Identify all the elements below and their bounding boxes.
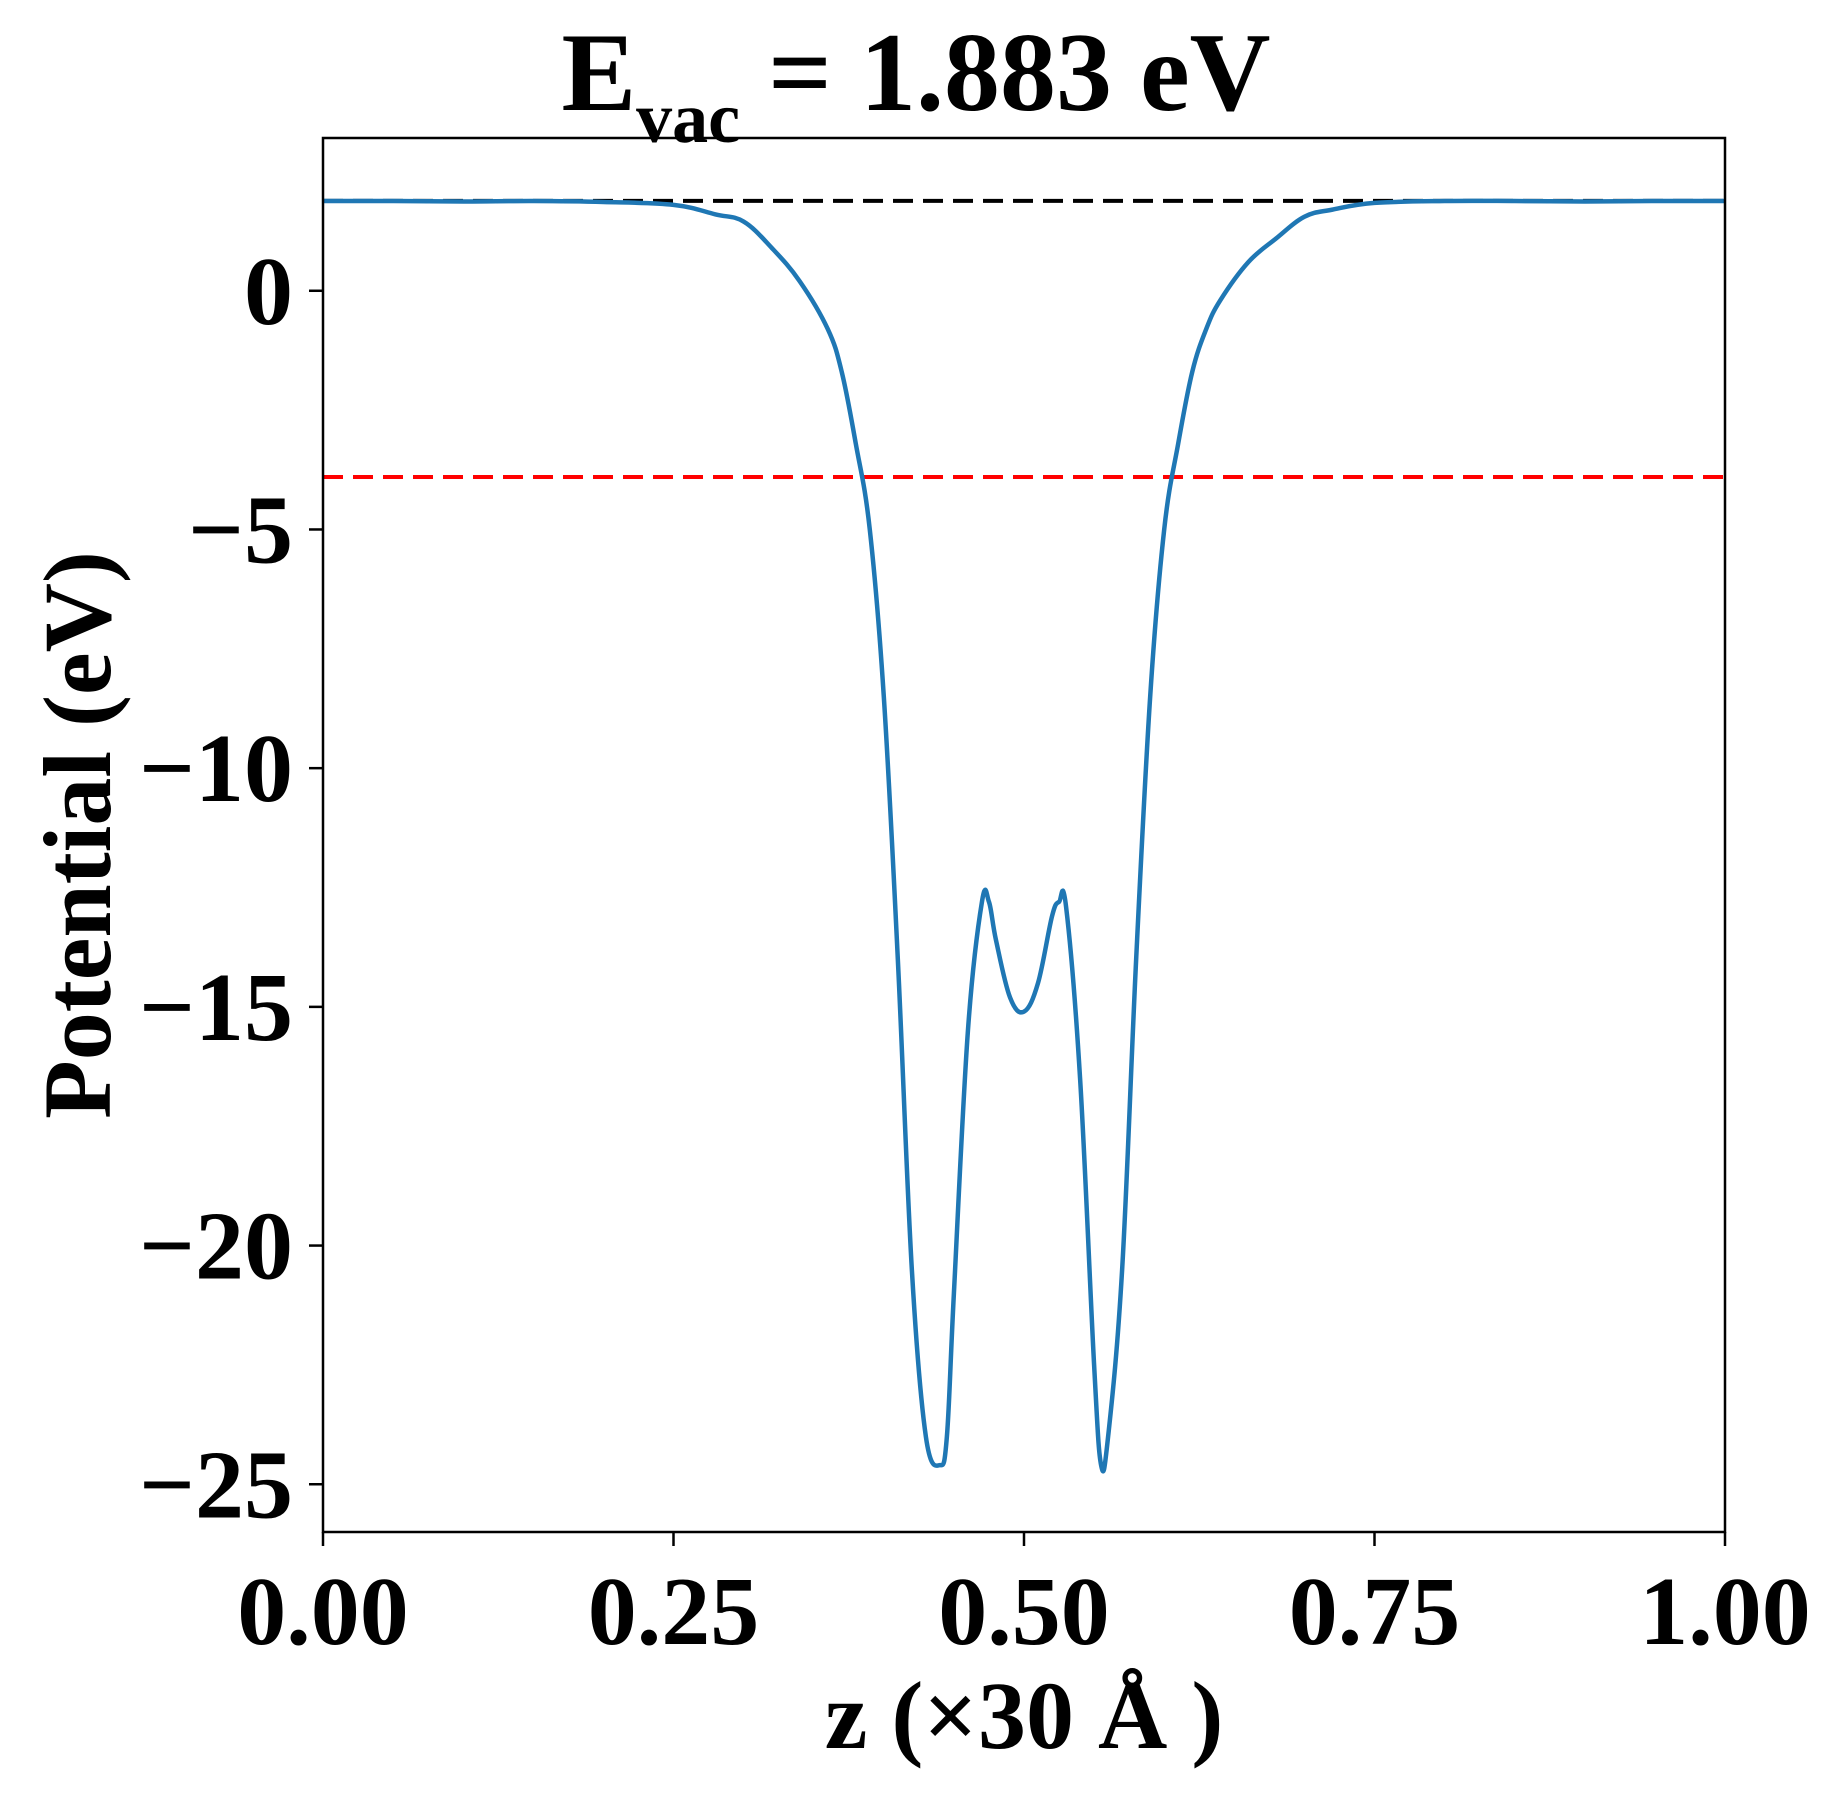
title-main: E <box>561 11 636 135</box>
y-axis-label: Potential (eV) <box>24 551 131 1119</box>
title-subscript: vac <box>636 78 740 158</box>
reference-lines <box>323 198 1725 479</box>
x-tick-label: 0.00 <box>237 1558 409 1666</box>
plot-frame <box>321 136 1727 1534</box>
y-tick-label: −25 <box>139 1431 293 1539</box>
chart-title: Evac = 1.883 eV <box>561 11 1270 158</box>
x-axis: 0.00 0.25 0.50 0.75 1.00 <box>237 1532 1811 1666</box>
y-tick-label: −15 <box>139 954 293 1062</box>
y-tick-label: −5 <box>188 476 293 584</box>
x-tick-label: 1.00 <box>1639 1558 1811 1666</box>
y-tick-label: −20 <box>139 1193 293 1301</box>
x-tick-label: 0.25 <box>588 1558 760 1666</box>
y-tick-label: −10 <box>139 715 293 823</box>
series-layer <box>323 198 1725 1474</box>
x-tick-label: 0.75 <box>1289 1558 1461 1666</box>
y-tick-label: 0 <box>244 238 293 346</box>
x-tick-label: 0.50 <box>938 1558 1110 1666</box>
title-rest: = 1.883 eV <box>740 11 1270 135</box>
series-line-0 <box>323 198 1725 1474</box>
x-axis-label: z (×30 Å ) <box>825 1662 1224 1769</box>
y-axis: 0 −5 −10 −15 −20 −25 <box>139 238 323 1539</box>
